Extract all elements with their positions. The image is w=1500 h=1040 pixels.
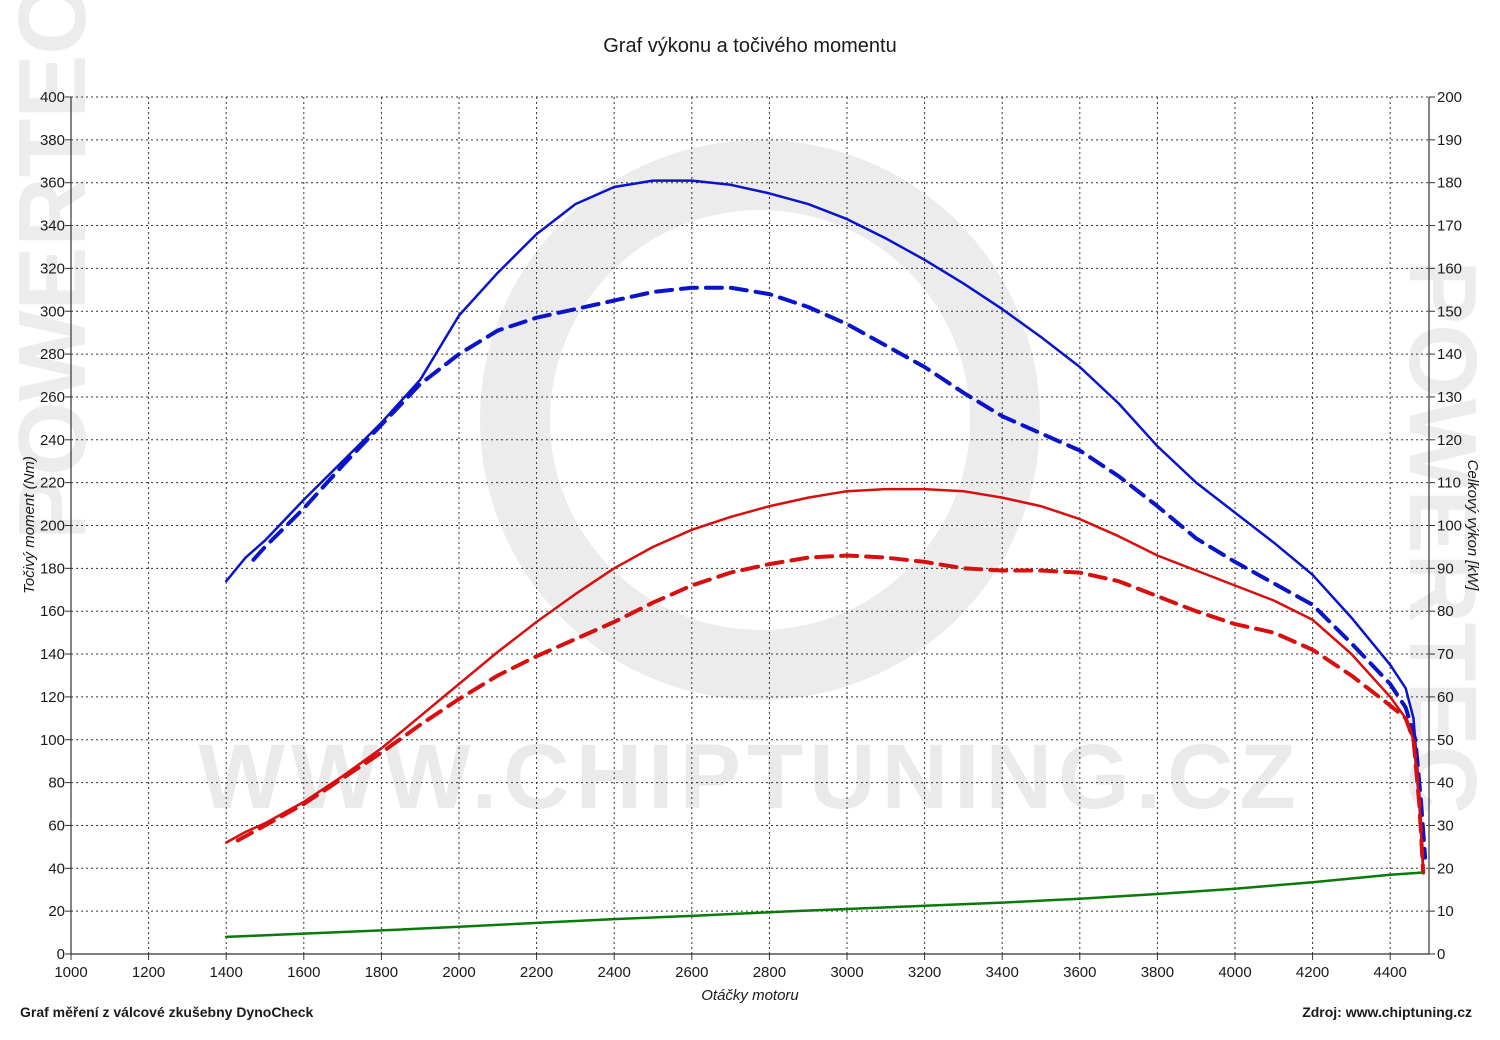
y-right-tick-label-50: 50	[1437, 732, 1454, 749]
x-tick-label-4000: 4000	[1218, 964, 1251, 981]
y-right-tick-label-190: 190	[1437, 132, 1462, 149]
y-right-tick-label-60: 60	[1437, 689, 1454, 706]
y-left-tick-label-60: 60	[48, 817, 65, 834]
y-right-tick-label-100: 100	[1437, 518, 1462, 535]
x-tick-label-3600: 3600	[1063, 964, 1096, 981]
x-tick-label-1000: 1000	[54, 964, 87, 981]
watermark: POWERTEC POWERTEC	[0, 0, 1496, 815]
x-tick-label-1200: 1200	[132, 964, 165, 981]
series-line-3-dashed	[235, 553, 1426, 875]
y-right-tick-label-180: 180	[1437, 175, 1462, 192]
y-left-tick-label-120: 120	[40, 689, 65, 706]
y-right-tick-label-70: 70	[1437, 646, 1454, 663]
grid	[71, 96, 1429, 954]
y-left-tick-label-160: 160	[40, 603, 65, 620]
y-left-tick-label-400: 400	[40, 89, 65, 106]
y-right-tick-label-20: 20	[1437, 860, 1454, 877]
x-tick-label-3800: 3800	[1141, 964, 1174, 981]
series-line-0-solid	[224, 179, 1425, 870]
y-right-tick-label-80: 80	[1437, 603, 1454, 620]
y-right-tick-label-110: 110	[1437, 475, 1461, 492]
series-line-4-solid	[224, 871, 1423, 939]
y-axis-label-left: Točivý moment (Nm)	[21, 456, 38, 594]
y-left-tick-label-80: 80	[48, 775, 65, 792]
y-left-tick-label-260: 260	[40, 389, 65, 406]
y-left-tick-label-240: 240	[40, 432, 65, 449]
y-left-tick-label-320: 320	[40, 260, 65, 277]
watermark-logo-ring	[480, 140, 1040, 700]
axes	[65, 96, 1435, 960]
x-tick-label-4200: 4200	[1296, 964, 1329, 981]
y-left-tick-label-20: 20	[48, 903, 65, 920]
watermark-url: WWW.CHIPTUNING.CZ	[198, 726, 1302, 828]
y-left-tick-label-360: 360	[40, 175, 65, 192]
y-right-tick-label-140: 140	[1437, 346, 1462, 363]
tick-labels: 1000 1200 1400 1600 1800 2000 2200 2400 2600 2800…	[40, 89, 1462, 981]
y-left-tick-label-280: 280	[40, 346, 65, 363]
x-tick-label-2400: 2400	[598, 964, 631, 981]
series-line-2-solid	[224, 487, 1425, 874]
x-axis-label: Otáčky motoru	[701, 987, 799, 1004]
y-left-tick-label-40: 40	[48, 860, 65, 877]
x-tick-label-2200: 2200	[520, 964, 553, 981]
y-axis-label-right: Celkový výkon [kW]	[1464, 460, 1481, 592]
y-right-tick-label-90: 90	[1437, 560, 1454, 577]
x-tick-label-4400: 4400	[1374, 964, 1407, 981]
footer-source-link: Zdroj: www.chiptuning.cz	[1302, 1004, 1472, 1020]
series-line-1-dashed	[251, 285, 1428, 860]
y-left-tick-label-100: 100	[40, 732, 65, 749]
y-right-tick-label-10: 10	[1437, 903, 1454, 920]
x-tick-label-3000: 3000	[830, 964, 863, 981]
y-left-tick-label-220: 220	[40, 475, 65, 492]
x-tick-label-2600: 2600	[675, 964, 708, 981]
x-tick-label-2800: 2800	[753, 964, 786, 981]
y-left-tick-label-0: 0	[57, 946, 65, 963]
x-tick-label-3400: 3400	[986, 964, 1019, 981]
x-tick-label-3200: 3200	[908, 964, 941, 981]
y-right-tick-label-200: 200	[1437, 89, 1462, 106]
y-left-tick-label-200: 200	[40, 518, 65, 535]
x-tick-label-1400: 1400	[210, 964, 243, 981]
watermark-side-text-left: POWERTEC	[0, 0, 106, 540]
y-left-tick-label-380: 380	[40, 132, 65, 149]
y-right-tick-label-170: 170	[1437, 218, 1462, 235]
y-left-tick-label-180: 180	[40, 560, 65, 577]
y-left-tick-label-140: 140	[40, 646, 65, 663]
y-right-tick-label-130: 130	[1437, 389, 1462, 406]
y-right-tick-label-150: 150	[1437, 303, 1462, 320]
y-left-tick-label-300: 300	[40, 303, 65, 320]
series-group	[224, 179, 1428, 939]
footer-source-note: Graf měření z válcové zkušebny DynoCheck	[20, 1004, 314, 1020]
x-tick-label-1800: 1800	[365, 964, 398, 981]
x-tick-label-2000: 2000	[442, 964, 475, 981]
y-left-tick-label-340: 340	[40, 218, 65, 235]
x-tick-label-1600: 1600	[287, 964, 320, 981]
y-right-tick-label-160: 160	[1437, 260, 1462, 277]
y-right-tick-label-0: 0	[1437, 946, 1445, 963]
y-right-tick-label-30: 30	[1437, 817, 1454, 834]
chart-title: Graf výkonu a točivého momentu	[603, 35, 896, 57]
y-right-tick-label-40: 40	[1437, 775, 1454, 792]
y-right-tick-label-120: 120	[1437, 432, 1462, 449]
